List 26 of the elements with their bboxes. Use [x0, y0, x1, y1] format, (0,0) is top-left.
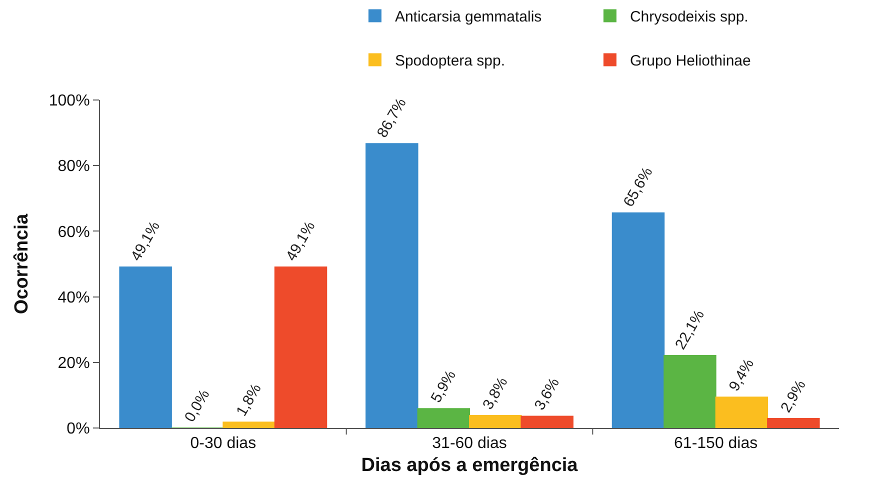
bar: [222, 422, 276, 428]
y-tick-label: 100%: [48, 92, 90, 110]
legend-label: Anticarsia gemmatalis: [394, 8, 542, 26]
y-axis-title: Ocorrência: [12, 213, 33, 314]
bar: [664, 355, 716, 428]
y-tick-label: 60%: [58, 224, 90, 241]
bar: [767, 418, 820, 428]
legend-label: Spodoptera spp.: [394, 52, 506, 70]
bar: [274, 266, 328, 428]
bar: [520, 416, 574, 428]
legend-label: Grupo Heliothinae: [630, 52, 751, 70]
y-tick-label: 0%: [66, 420, 90, 438]
legend-label: Chrysodeixis spp.: [630, 8, 748, 26]
bar: [417, 408, 470, 428]
y-tick-label: 80%: [58, 158, 90, 176]
bar: [612, 212, 665, 428]
x-tick-label: 0-30 dias: [190, 435, 256, 452]
bar: [119, 266, 172, 428]
y-tick-label: 20%: [58, 355, 90, 372]
bar: [366, 143, 418, 428]
x-tick-label: 31-60 dias: [432, 435, 507, 452]
bar: [715, 396, 768, 428]
x-axis-title: Dias após a emergência: [361, 455, 578, 476]
x-tick-label: 61-150 dias: [674, 435, 758, 452]
y-tick-label: 40%: [58, 289, 90, 306]
bar: [469, 415, 522, 428]
